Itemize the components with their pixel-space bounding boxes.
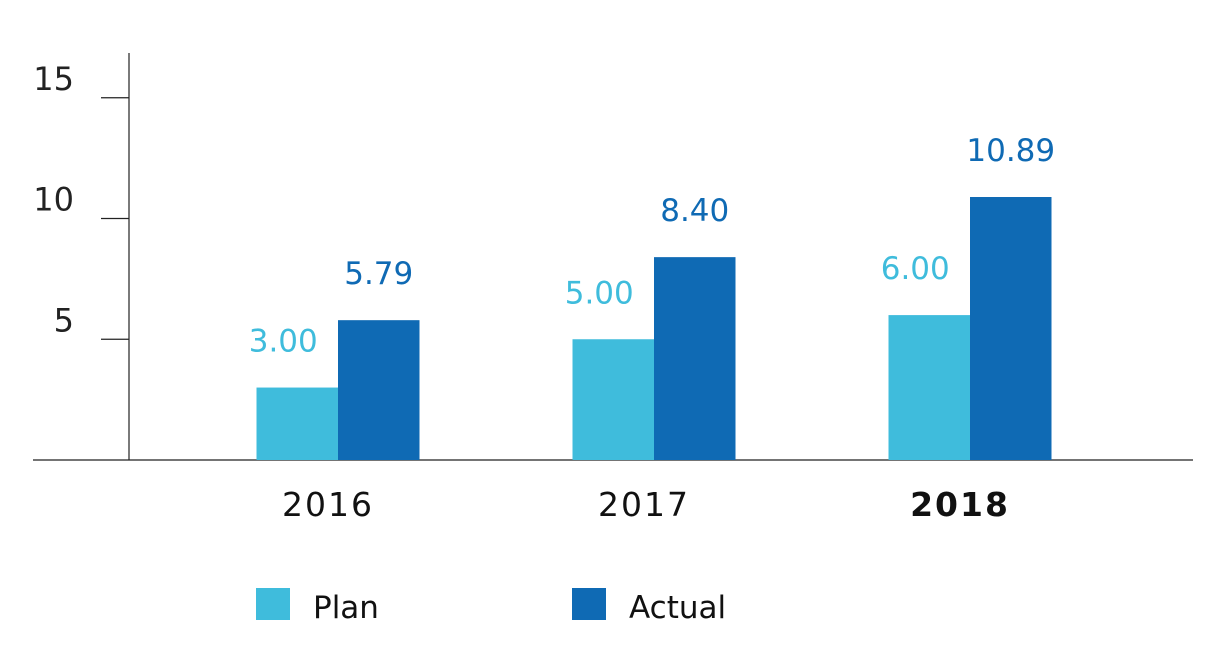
y-tick-label: 15	[33, 60, 74, 98]
bar-actual-2018	[970, 197, 1052, 460]
data-label-plan: 6.00	[881, 251, 950, 287]
legend-label-actual: Actual	[629, 590, 726, 626]
bar-plan-2016	[256, 387, 338, 460]
legend-label-plan: Plan	[313, 590, 379, 626]
bar-plan-2017	[572, 339, 654, 460]
data-label-plan: 5.00	[565, 275, 634, 311]
bar-actual-2017	[654, 257, 736, 460]
y-tick-label: 5	[54, 301, 74, 339]
x-tick-label: 2016	[282, 485, 374, 524]
bar-plan-2018	[888, 315, 970, 460]
data-label-actual: 8.40	[660, 193, 729, 229]
legend-swatch-actual	[572, 588, 606, 620]
y-tick-label: 10	[33, 181, 74, 219]
x-tick-label: 2017	[598, 485, 690, 524]
data-label-actual: 5.79	[344, 256, 413, 292]
data-label-actual: 10.89	[966, 133, 1055, 169]
bar-actual-2016	[338, 320, 420, 460]
legend-swatch-plan	[256, 588, 290, 620]
data-label-plan: 3.00	[249, 324, 318, 360]
x-tick-label: 2018	[910, 485, 1010, 524]
